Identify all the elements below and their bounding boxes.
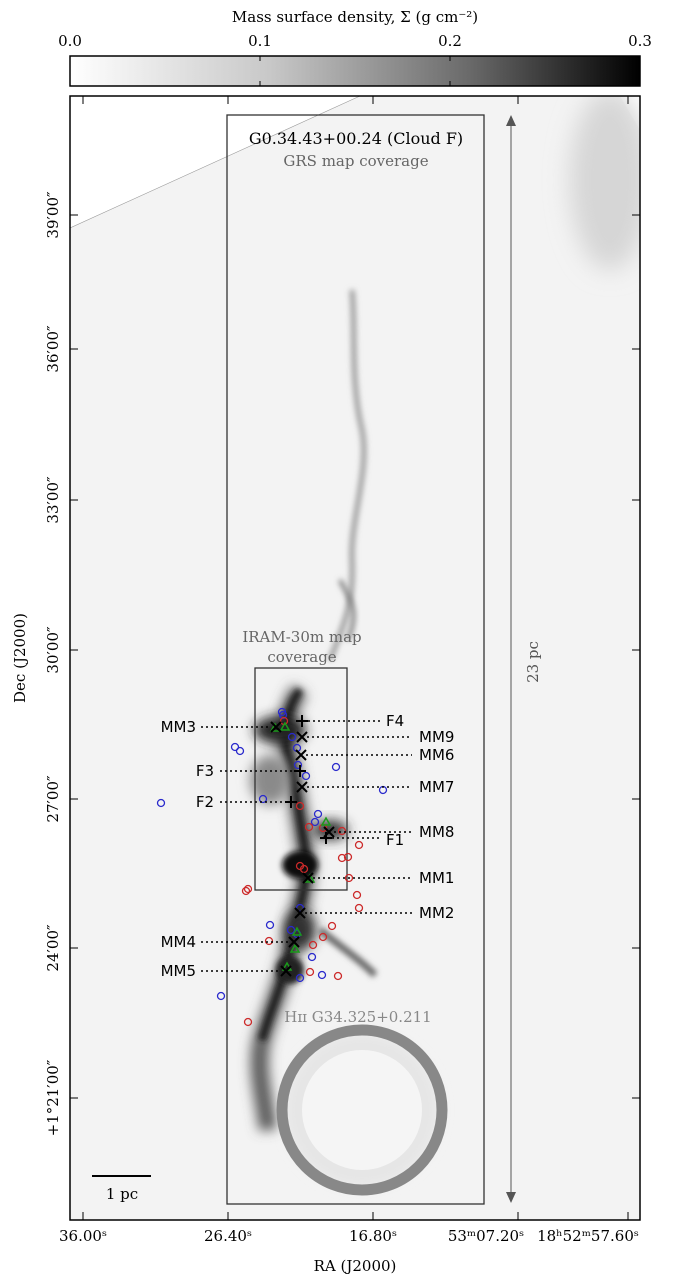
iram-coverage-label: IRAM-30m map [242,628,361,646]
source-label-f3: F3 [196,762,214,780]
source-leader-lines [201,720,412,972]
source-label-mm3: MM3 [161,718,196,736]
x-tick-label: 26.40ˢ [204,1227,252,1245]
colorbar-tick-label: 0.0 [58,32,82,50]
plot-frame [69,95,641,1221]
source-label-mm9: MM9 [419,728,454,746]
source-labels: MM3 F4 MM9 MM6 F3 MM7 F2 MM8 F1 MM1 MM2 … [161,712,455,980]
colorbar-tick-label: 0.1 [248,32,272,50]
grs-coverage-box [226,114,485,1205]
y-tick-label: +1°21′00″ [44,1059,62,1136]
scale-23pc: 23 pc [506,115,542,1203]
scale-23pc-label: 23 pc [524,641,542,683]
colorbar-gradient [69,55,641,87]
x-axis-label: RA (J2000) [314,1257,397,1275]
y-tick-label: 30′00″ [44,626,62,674]
axis-ticks [70,96,640,1220]
colorbar-tick-label: 0.2 [438,32,462,50]
scale-1pc: 1 pc [92,1175,151,1203]
source-label-f1: F1 [386,831,404,849]
yso-markers [156,707,388,1027]
source-label-mm1: MM1 [419,869,454,887]
iram-coverage-label: coverage [267,648,336,666]
source-label-mm5: MM5 [161,962,196,980]
source-label-mm6: MM6 [419,746,454,764]
x-tick-label: 36.00ˢ [59,1227,107,1245]
colorbar-tick-label: 0.3 [628,32,652,50]
scale-1pc-label: 1 pc [106,1185,138,1203]
y-tick-label: 33′00″ [44,476,62,524]
hii-region-label: Hɪɪ G34.325+0.211 [284,1008,431,1026]
x-tick-label: 53ᵐ07.20ˢ [448,1227,524,1245]
source-label-mm8: MM8 [419,823,454,841]
source-label-f4: F4 [386,712,404,730]
x-tick-label: 16.80ˢ [349,1227,397,1245]
y-tick-label: 36′00″ [44,325,62,373]
x-tick-label: 18ʰ52ᵐ57.60ˢ [537,1227,639,1245]
hii-region-ring [276,1024,448,1196]
y-tick-labels: 39′00″ 36′00″ 33′00″ 30′00″ 27′00″ 24′00… [44,191,62,1136]
density-map [70,96,640,1220]
y-tick-label: 39′00″ [44,191,62,239]
y-tick-label: 24′00″ [44,924,62,972]
source-label-mm2: MM2 [419,904,454,922]
cloud-title: G0.34.43+00.24 (Cloud F) [249,129,463,148]
source-label-mm7: MM7 [419,778,454,796]
source-markers [270,715,335,977]
colorbar-label: Mass surface density, Σ (g cm⁻²) [232,8,478,26]
y-tick-label: 27′00″ [44,775,62,823]
source-label-mm4: MM4 [161,933,196,951]
x-tick-labels: 36.00ˢ 26.40ˢ 16.80ˢ 53ᵐ07.20ˢ 18ʰ52ᵐ57.… [59,1227,639,1245]
grs-coverage-label: GRS map coverage [283,152,428,170]
y-axis-label: Dec (J2000) [11,613,29,703]
colorbar: Mass surface density, Σ (g cm⁻²) 0.0 0.1… [58,8,652,87]
source-label-f2: F2 [196,793,214,811]
iram-coverage-box [254,667,348,891]
